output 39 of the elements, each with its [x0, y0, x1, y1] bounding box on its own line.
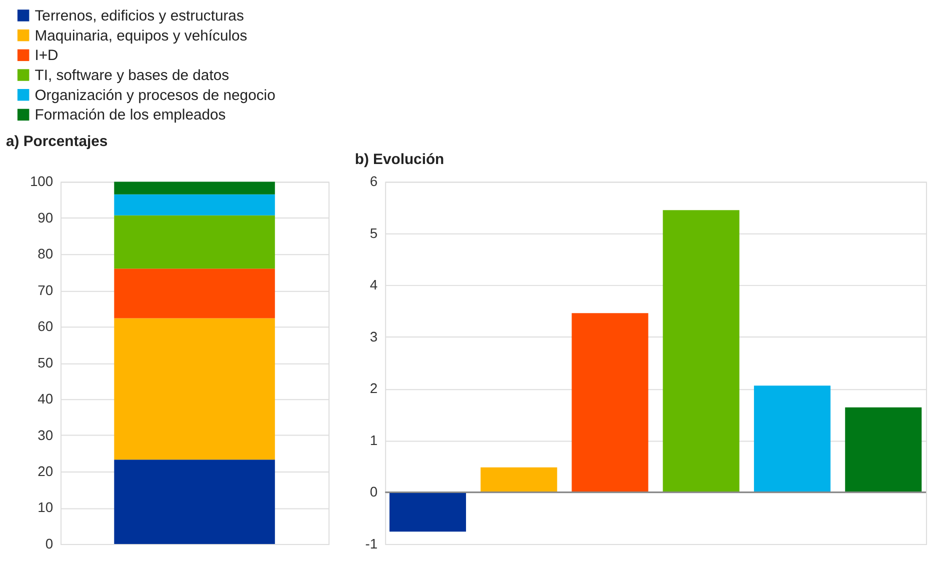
legend-label: Organización y procesos de negocio — [34, 88, 276, 104]
legend-label: I+D — [34, 48, 59, 64]
y-tick-label: 30 — [38, 426, 54, 443]
legend-label: Formación de los empleados — [34, 108, 226, 124]
y-tick-label: 6 — [370, 173, 378, 190]
bar — [480, 467, 558, 492]
bar — [114, 215, 275, 269]
bar — [114, 268, 275, 318]
y-tick-label: 40 — [38, 390, 54, 407]
y-tick-label: 5 — [370, 224, 378, 241]
bar — [389, 492, 466, 532]
bar — [572, 313, 648, 492]
y-tick-label: 2 — [370, 380, 378, 396]
legend-label: TI, software y bases de datos — [34, 68, 230, 84]
bar — [114, 182, 275, 194]
chart-title: a) Porcentajes — [6, 134, 108, 150]
legend-label: Maquinaria, equipos y vehículos — [34, 28, 248, 44]
y-tick-label: 50 — [38, 354, 54, 370]
y-tick-label: 60 — [38, 318, 54, 334]
bar — [845, 407, 922, 492]
chart-title: b) Evolución — [354, 152, 444, 168]
y-tick-label: 1 — [370, 432, 378, 448]
y-tick-label: 10 — [38, 499, 54, 516]
y-tick-label: 80 — [38, 246, 54, 262]
bar — [662, 210, 740, 492]
bar — [114, 460, 275, 544]
y-tick-label: 0 — [370, 484, 378, 500]
y-tick-label: 0 — [45, 535, 54, 552]
y-tick-label: 70 — [38, 282, 54, 298]
bar — [114, 194, 275, 216]
y-tick-label: 3 — [370, 328, 378, 344]
y-tick-label: 4 — [370, 276, 378, 293]
y-tick-label: 90 — [38, 209, 54, 226]
y-tick-label: -1 — [365, 535, 378, 552]
bar — [754, 386, 831, 492]
y-tick-label: 100 — [30, 173, 54, 190]
legend-label: Terrenos, edificios y estructuras — [34, 8, 244, 24]
y-tick-label: 20 — [38, 463, 54, 479]
bar — [114, 318, 275, 460]
